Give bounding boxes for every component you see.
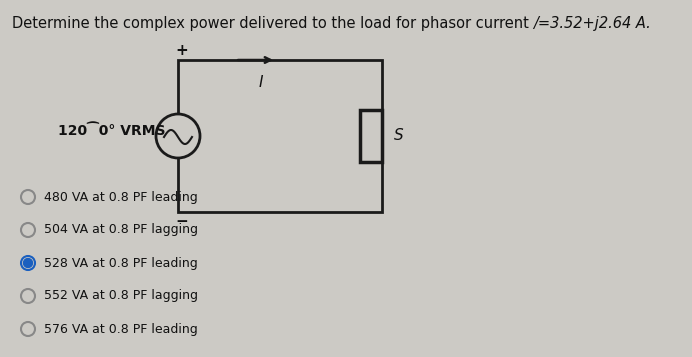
Circle shape xyxy=(156,114,200,158)
Text: /=3.52+j2.64 A.: /=3.52+j2.64 A. xyxy=(534,16,651,31)
Bar xyxy=(178,60,382,212)
Text: S: S xyxy=(394,129,403,144)
Circle shape xyxy=(21,322,35,336)
Circle shape xyxy=(21,223,35,237)
Text: Determine the complex power delivered to the load for phasor current: Determine the complex power delivered to… xyxy=(12,16,534,31)
Circle shape xyxy=(21,256,35,270)
Text: 504 VA at 0.8 PF lagging: 504 VA at 0.8 PF lagging xyxy=(44,223,198,236)
Text: 120⁀0° VRMS: 120⁀0° VRMS xyxy=(59,124,166,138)
Circle shape xyxy=(24,258,33,267)
Bar xyxy=(360,110,382,162)
Circle shape xyxy=(21,190,35,204)
Circle shape xyxy=(21,289,35,303)
Text: I: I xyxy=(258,75,263,90)
Text: −: − xyxy=(176,214,188,229)
Text: 576 VA at 0.8 PF leading: 576 VA at 0.8 PF leading xyxy=(44,322,198,336)
Text: 528 VA at 0.8 PF leading: 528 VA at 0.8 PF leading xyxy=(44,256,198,270)
Text: 480 VA at 0.8 PF leading: 480 VA at 0.8 PF leading xyxy=(44,191,198,203)
Text: +: + xyxy=(176,43,188,58)
Text: 552 VA at 0.8 PF lagging: 552 VA at 0.8 PF lagging xyxy=(44,290,198,302)
